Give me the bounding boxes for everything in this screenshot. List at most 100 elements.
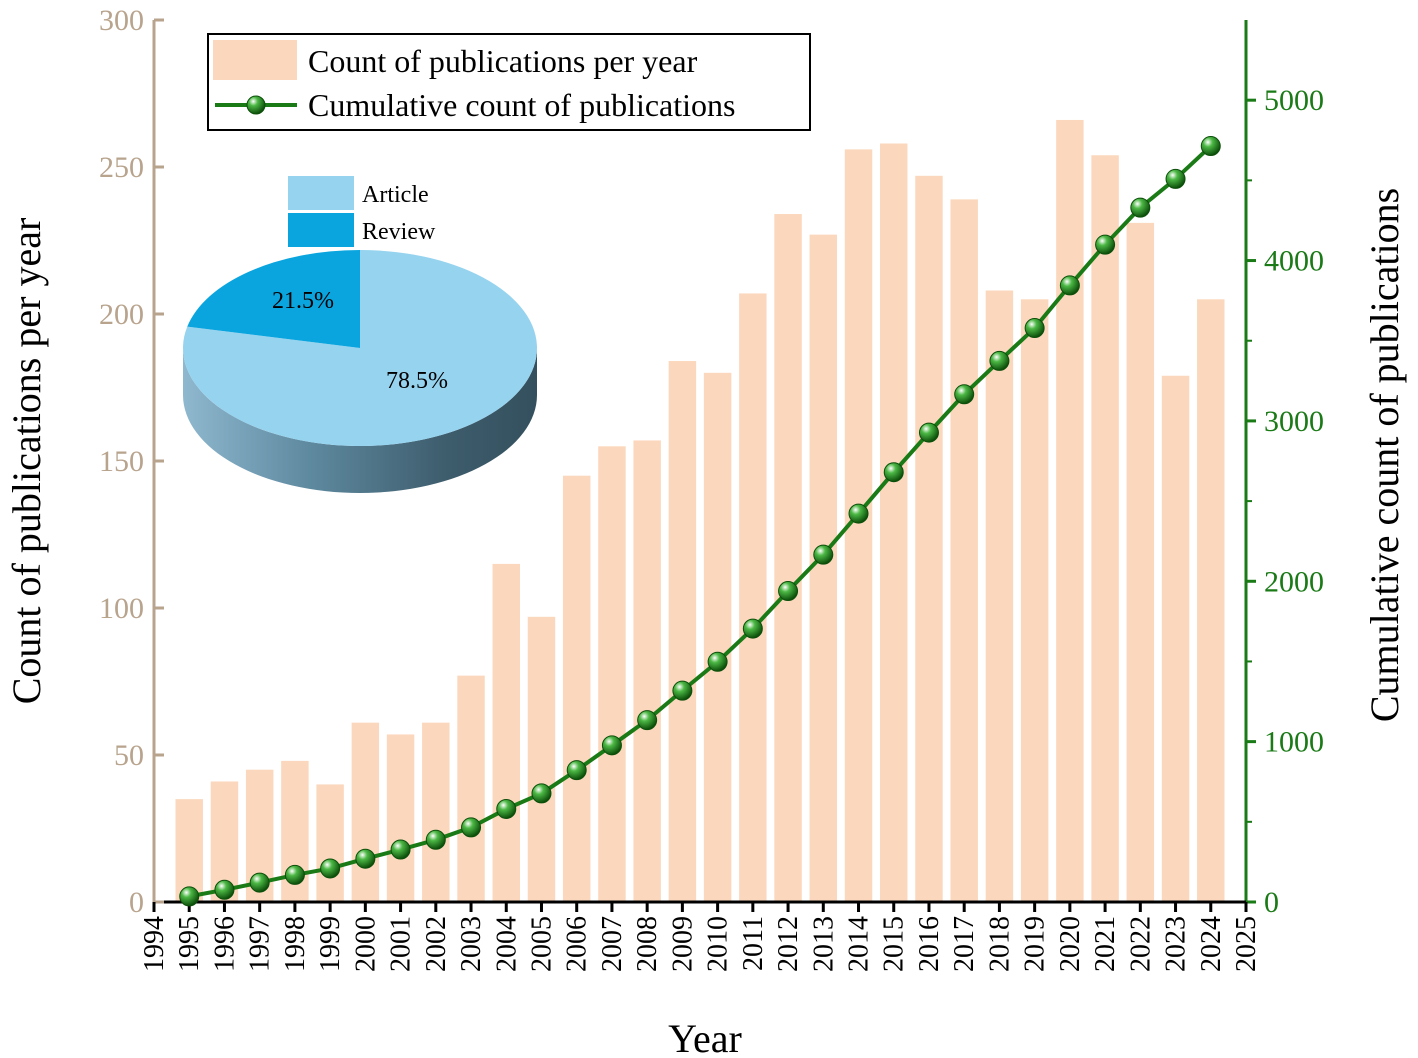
right-tick-label-4000: 4000 [1264, 245, 1324, 278]
left-tick-label-150: 150 [99, 445, 144, 478]
x-tick-label-2004: 2004 [491, 916, 522, 972]
inset-pie-chart: Article Review 21.5% 78.5% [182, 176, 537, 493]
y-left-axis-title: Count of publications per year [4, 218, 49, 705]
x-tick-label-2015: 2015 [879, 916, 910, 972]
x-tick-label-2010: 2010 [703, 916, 734, 972]
pie-label-review: 21.5% [272, 288, 334, 314]
x-axis-ticks: 1994 1995 1996 1997 1998 1999 2000 2001 2002 2003… [139, 902, 1262, 972]
x-tick-label-2008: 2008 [632, 916, 663, 972]
pie-label-article: 78.5% [386, 368, 448, 394]
bar-2003 [457, 675, 485, 902]
bar-2010 [703, 372, 732, 902]
bar-2009 [668, 361, 697, 902]
cumulative-point-2024 [1200, 136, 1221, 157]
cumulative-point-2022 [1130, 197, 1151, 218]
bar-1995 [175, 799, 203, 902]
x-tick-label-2003: 2003 [456, 916, 487, 972]
right-tick-label-0: 0 [1264, 886, 1279, 919]
x-tick-label-1997: 1997 [245, 916, 276, 972]
x-tick-label-2007: 2007 [597, 916, 628, 972]
cumulative-point-2004 [496, 798, 517, 819]
pie-slice-review [187, 250, 360, 348]
cumulative-point-2021 [1095, 234, 1116, 255]
bar-2008 [633, 440, 661, 902]
cumulative-point-2005 [531, 783, 552, 804]
right-axis-ticks: 0 1000 2000 3000 4000 5000 [1246, 84, 1324, 919]
left-tick-label-100: 100 [99, 592, 144, 625]
bar-2011 [739, 293, 767, 902]
right-tick-label-3000: 3000 [1264, 405, 1324, 438]
cumulative-point-2001 [390, 839, 411, 860]
right-tick-label-2000: 2000 [1264, 565, 1324, 598]
x-tick-label-2017: 2017 [949, 916, 980, 972]
x-tick-label-1998: 1998 [280, 916, 311, 972]
cumulative-point-2013 [813, 544, 834, 565]
cumulative-point-1995 [179, 886, 200, 907]
axes: 0 50 100 150 200 250 300 0 1000 2000 3000 4000 5000… [99, 4, 1324, 972]
cumulative-point-2011 [742, 618, 763, 639]
bar-2023 [1161, 375, 1190, 902]
bar-2002 [422, 722, 450, 902]
cumulative-point-2018 [989, 350, 1010, 371]
left-axis-ticks: 0 50 100 150 200 250 300 [99, 4, 164, 919]
legend-bar-swatch [213, 40, 297, 80]
cumulative-point-2019 [1024, 318, 1045, 339]
x-tick-label-2023: 2023 [1161, 916, 1192, 972]
bar-2006 [562, 475, 591, 902]
x-tick-label-2025: 2025 [1231, 916, 1262, 972]
x-tick-label-2005: 2005 [526, 916, 557, 972]
cumulative-point-2016 [918, 422, 939, 443]
x-tick-label-2009: 2009 [667, 916, 698, 972]
x-tick-label-1999: 1999 [315, 916, 346, 972]
x-tick-label-1994: 1994 [139, 916, 170, 972]
left-tick-label-250: 250 [99, 151, 144, 184]
cumulative-point-1996 [214, 879, 235, 900]
x-tick-label-1996: 1996 [209, 916, 240, 972]
cumulative-point-2008 [637, 710, 658, 731]
left-tick-label-0: 0 [129, 886, 144, 919]
right-tick-label-5000: 5000 [1264, 84, 1324, 117]
cumulative-point-2012 [778, 581, 799, 602]
x-tick-label-2000: 2000 [350, 916, 381, 972]
cumulative-point-2020 [1059, 275, 1080, 296]
x-tick-label-1995: 1995 [174, 916, 205, 972]
right-tick-label-1000: 1000 [1264, 726, 1324, 759]
bar-2012 [774, 214, 802, 903]
left-tick-label-200: 200 [99, 298, 144, 331]
x-tick-label-2019: 2019 [1020, 916, 1051, 972]
pie-legend-review-label: Review [362, 219, 436, 245]
bar-2001 [386, 734, 415, 902]
cumulative-point-2006 [566, 760, 587, 781]
x-tick-label-2013: 2013 [808, 916, 839, 972]
cumulative-point-2003 [461, 817, 482, 838]
x-tick-label-2020: 2020 [1055, 916, 1086, 972]
x-tick-label-2006: 2006 [562, 916, 593, 972]
bar-1999 [316, 784, 344, 902]
cumulative-point-1997 [249, 872, 270, 893]
cumulative-point-2007 [601, 735, 622, 756]
cumulative-markers [179, 136, 1221, 907]
y-right-axis-title: Cumulative count of publications [1362, 188, 1407, 722]
bar-2005 [527, 616, 556, 902]
legend: Count of publications per year Cumulativ… [207, 33, 811, 131]
cumulative-point-2000 [355, 848, 376, 869]
bar-2000 [351, 722, 380, 902]
x-tick-label-2024: 2024 [1196, 916, 1227, 972]
legend-bar-label: Count of publications per year [308, 43, 698, 79]
x-tick-label-2011: 2011 [738, 916, 769, 971]
bar-2020 [1056, 119, 1084, 902]
bar-2019 [1020, 299, 1049, 902]
bar-2007 [598, 446, 626, 902]
x-tick-label-2002: 2002 [421, 916, 452, 972]
pie-slice-article [182, 250, 537, 446]
pie-legend-article-swatch [288, 176, 354, 210]
bar-2013 [809, 234, 838, 902]
left-tick-label-50: 50 [114, 739, 144, 772]
bar-2015 [880, 143, 908, 903]
legend-line-label: Cumulative count of publications [308, 87, 735, 123]
bar-2016 [915, 175, 943, 902]
yearly-count-bars [175, 119, 1225, 903]
cumulative-point-1999 [320, 858, 341, 879]
x-axis-title: Year [668, 1016, 742, 1058]
